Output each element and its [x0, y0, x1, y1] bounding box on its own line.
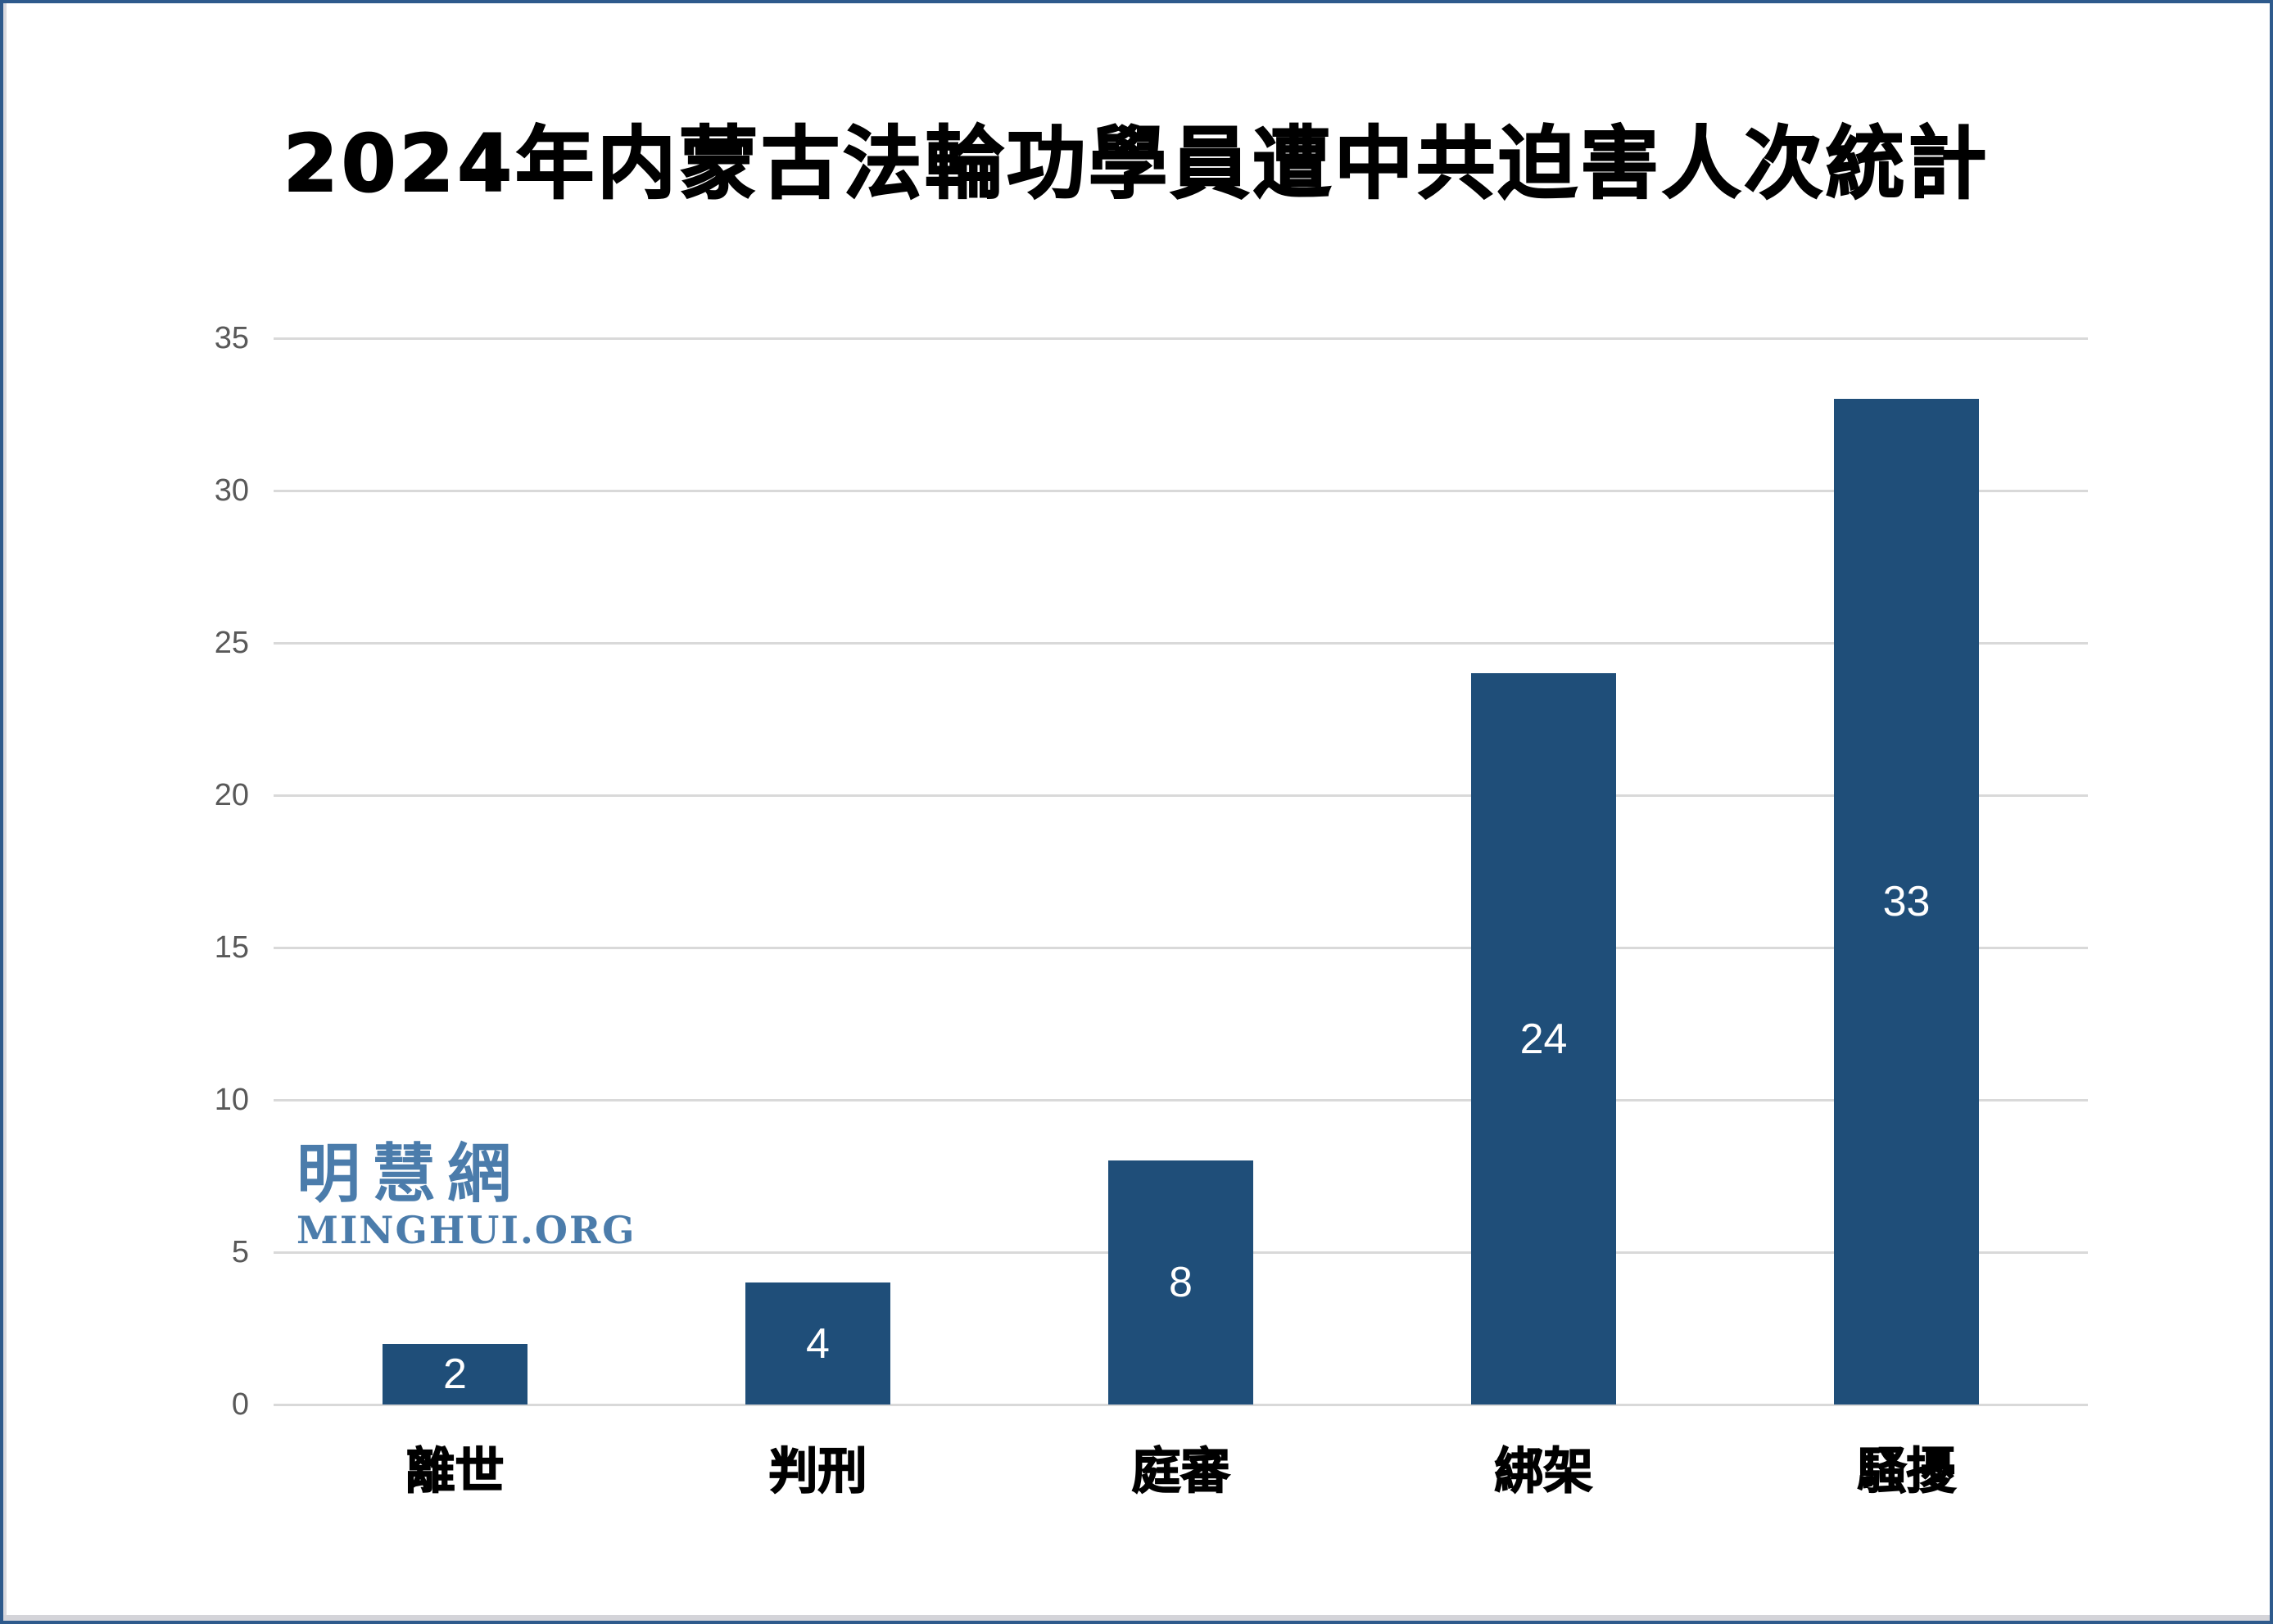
y-axis-tick-label-35: 35	[214, 321, 249, 355]
x-axis-category-label-判刑: 判刑	[768, 1443, 868, 1500]
gridline-0	[274, 1404, 2088, 1406]
bar-value-label-庭審: 8	[1169, 1259, 1193, 1307]
y-axis-tick-label-10: 10	[214, 1083, 249, 1117]
x-axis-category-label-騷擾: 騷擾	[1857, 1443, 1957, 1500]
gridline-35	[274, 337, 2088, 340]
bar-庭審: 8	[1107, 1160, 1254, 1405]
x-axis-category-label-綁架: 綁架	[1494, 1443, 1594, 1500]
chart-title: 2024年内蒙古法輪功學員遭中共迫害人次統計	[283, 117, 1990, 210]
plot-area: 0 5 10 15 20 25 30 35 2 離世 4 判刑 8 庭審 24 綁架 33 騷擾	[215, 323, 2088, 1499]
minghui-watermark-url: MINGHUI.ORG	[297, 1208, 636, 1252]
gridline-25	[274, 642, 2088, 645]
gridline-20	[274, 794, 2088, 797]
bar-判刑: 4	[745, 1282, 891, 1405]
bar-value-label-判刑: 4	[806, 1319, 830, 1368]
minghui-watermark-chinese: 明慧網	[297, 1138, 523, 1211]
x-axis-category-label-離世: 離世	[405, 1443, 505, 1500]
gridline-15	[274, 947, 2088, 949]
y-axis-tick-label-5: 5	[231, 1235, 249, 1269]
bar-value-label-離世: 2	[443, 1350, 467, 1398]
y-axis-tick-label-15: 15	[214, 930, 249, 965]
gridline-30	[274, 490, 2088, 492]
gridline-10	[274, 1099, 2088, 1102]
bar-離世: 2	[382, 1343, 528, 1405]
bar-騷擾: 33	[1833, 399, 1980, 1405]
minghui-watermark: 明慧網 MINGHUI.ORG	[297, 1140, 636, 1250]
y-axis-tick-label-30: 30	[214, 473, 249, 508]
x-axis-category-label-庭審: 庭審	[1131, 1443, 1231, 1500]
bar-綁架: 24	[1470, 673, 1617, 1405]
bar-value-label-綁架: 24	[1519, 1015, 1568, 1063]
y-axis-tick-label-0: 0	[231, 1387, 249, 1422]
y-axis-tick-label-20: 20	[214, 778, 249, 812]
bar-value-label-騷擾: 33	[1882, 878, 1931, 926]
y-axis-tick-label-25: 25	[214, 626, 249, 660]
